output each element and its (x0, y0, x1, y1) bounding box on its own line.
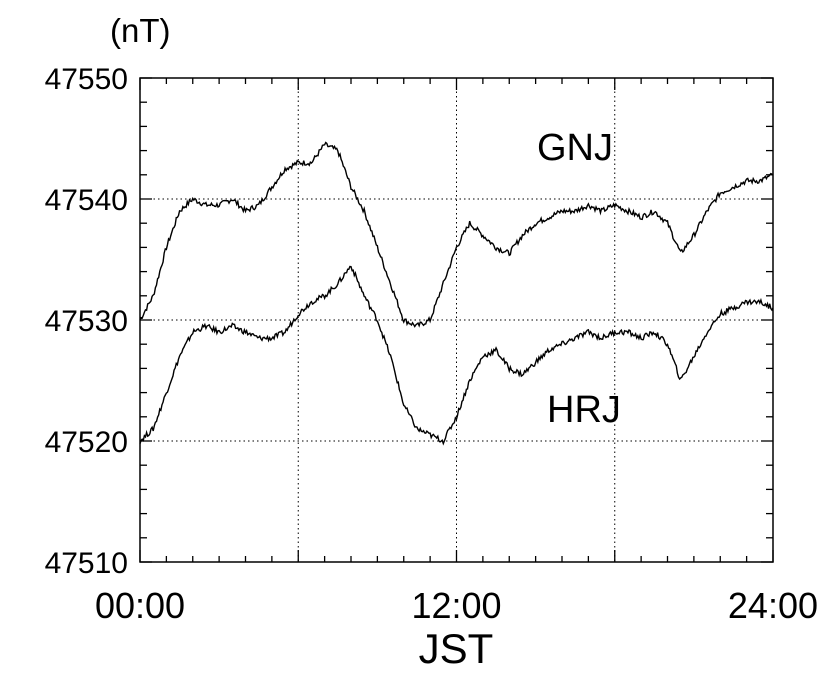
x-tick-label: 00:00 (95, 585, 185, 626)
series-line-gnj (139, 141, 774, 328)
x-tick-label: 24:00 (728, 585, 818, 626)
y-tick-label: 47550 (45, 63, 128, 96)
x-axis-label: JST (419, 625, 494, 672)
series-label-hrj: HRJ (547, 389, 621, 431)
y-tick-label: 47510 (45, 547, 128, 580)
y-tick-label: 47520 (45, 426, 128, 459)
series-labels: GNJ HRJ (537, 127, 621, 431)
y-tick-label: 47530 (45, 305, 128, 338)
x-tick-labels: 00:00 12:00 24:00 (95, 585, 818, 626)
grid (140, 78, 773, 562)
series-line-hrj (139, 265, 774, 446)
y-axis-unit-label: (nT) (110, 12, 171, 49)
y-tick-label: 47540 (45, 184, 128, 217)
series-lines (139, 141, 774, 446)
y-tick-labels: 47550 47540 47530 47520 47510 (45, 63, 128, 580)
x-tick-label: 12:00 (411, 585, 501, 626)
series-label-gnj: GNJ (537, 127, 613, 169)
minor-ticks (139, 77, 774, 563)
